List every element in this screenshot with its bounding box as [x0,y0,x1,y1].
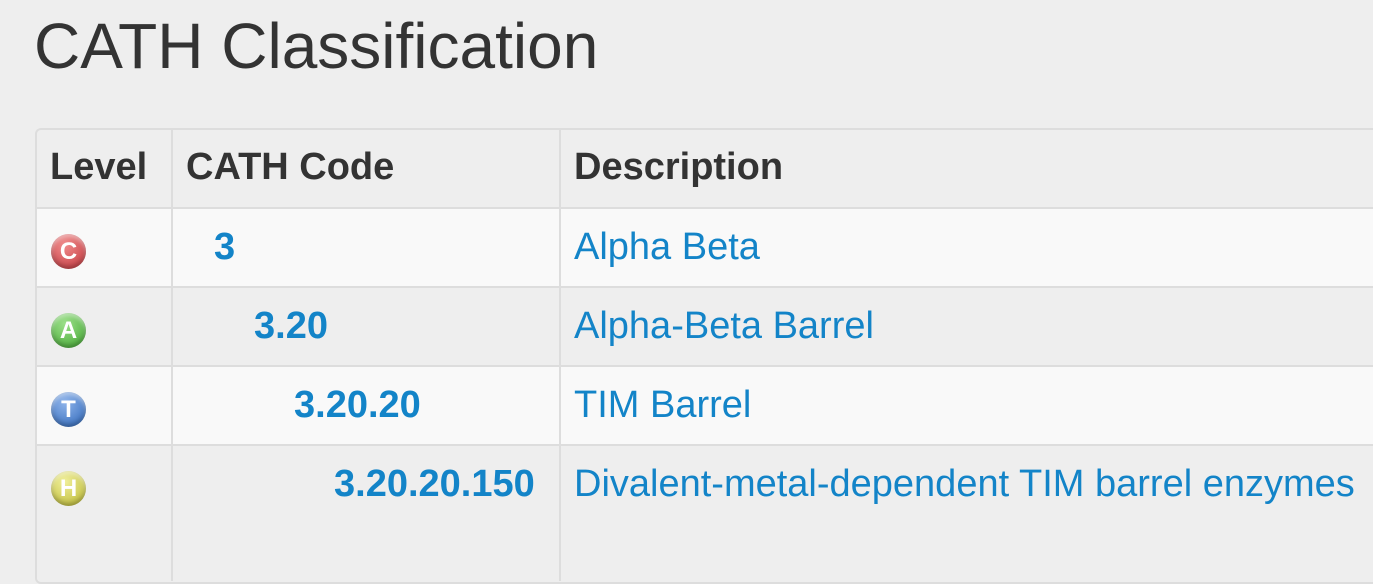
description-link-class[interactable]: Alpha Beta [574,226,760,268]
table-header-row: Level CATH Code Description [37,130,1373,209]
topology-t-icon: T [51,392,86,427]
table-row-class: C 3 Alpha Beta [37,208,1373,288]
cath-code-column-header: CATH Code [172,130,561,209]
description-link-homology[interactable]: Divalent-metal-dependent TIM barrel enzy… [574,463,1355,505]
table-row-homology: H 3.20.20.150 Divalent-metal-dependent T… [37,445,1373,581]
description-cell: Alpha-Beta Barrel [560,287,1373,367]
description-cell: TIM Barrel [560,366,1373,446]
description-cell: Alpha Beta [560,208,1373,288]
architecture-a-icon: A [51,313,86,348]
level-cell: C [37,208,173,288]
description-link-architecture[interactable]: Alpha-Beta Barrel [574,305,874,347]
homology-h-icon: H [51,471,86,506]
cath-code-link-topology[interactable]: 3.20.20 [294,384,421,426]
table-row-topology: T 3.20.20 TIM Barrel [37,366,1373,446]
cath-code-link-architecture[interactable]: 3.20 [254,305,328,347]
description-link-topology[interactable]: TIM Barrel [574,384,752,426]
level-cell: H [37,445,173,581]
page-title: CATH Classification [34,10,599,82]
cath-classification-table: Level CATH Code Description C 3 Alpha Be… [35,128,1373,584]
cath-code-link-class[interactable]: 3 [214,226,236,268]
code-cell: 3.20 [172,287,561,367]
table-row-architecture: A 3.20 Alpha-Beta Barrel [37,287,1373,367]
code-cell: 3 [172,208,561,288]
level-cell: A [37,287,173,367]
cath-code-link-homology[interactable]: 3.20.20.150 [334,463,535,505]
description-column-header: Description [560,130,1373,209]
code-cell: 3.20.20.150 [172,445,561,581]
level-cell: T [37,366,173,446]
level-column-header: Level [37,130,173,209]
classification-table: Level CATH Code Description C 3 Alpha Be… [37,130,1373,581]
code-cell: 3.20.20 [172,366,561,446]
class-c-icon: C [51,234,86,269]
description-cell: Divalent-metal-dependent TIM barrel enzy… [560,445,1373,581]
